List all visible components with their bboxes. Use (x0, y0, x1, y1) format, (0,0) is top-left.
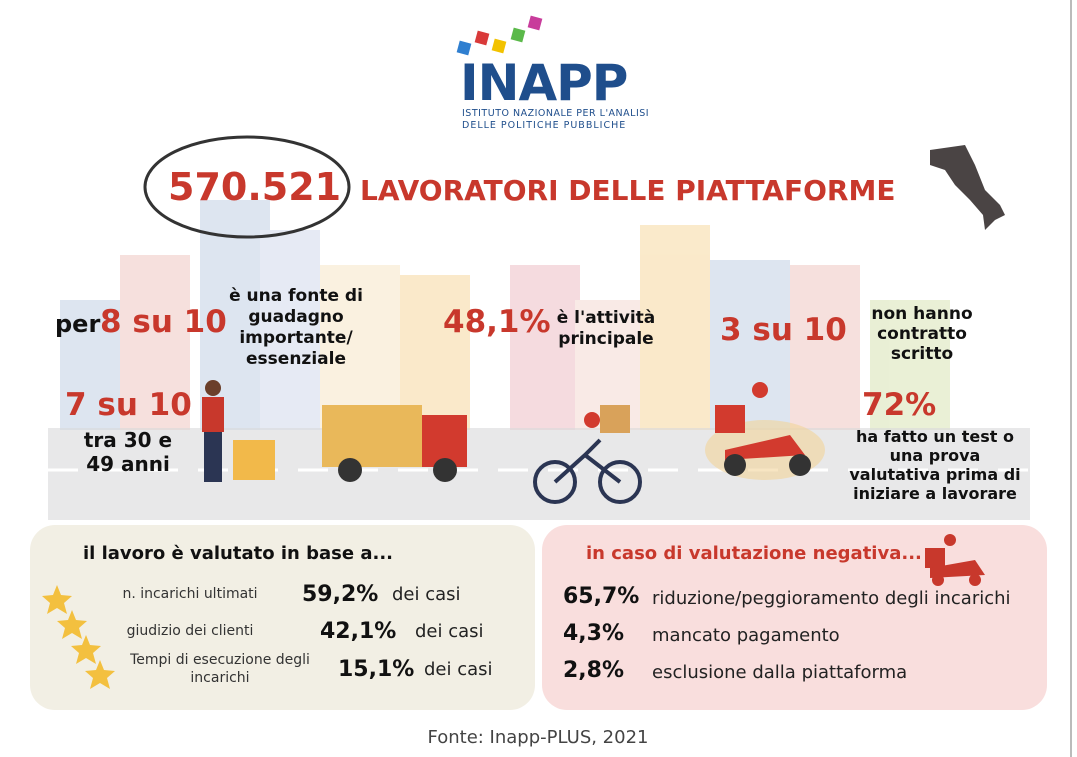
text-line: contratto (877, 324, 967, 344)
row-value: 65,7% (563, 584, 640, 609)
row-label: giudizio dei clienti (126, 623, 254, 639)
text-line: valutativa prima di (849, 465, 1021, 484)
stat-text: ha fatto un test o una prova valutativa pr… (849, 427, 1020, 503)
stat-value: 3 su 10 (720, 312, 847, 348)
stat-prefix: per (55, 310, 101, 338)
text-line: iniziare a lavorare (853, 484, 1017, 503)
text-line: principale (558, 329, 654, 349)
row-label: incarichi (190, 670, 250, 686)
text-line: tra 30 e (83, 428, 173, 452)
evaluation-panel (30, 525, 535, 710)
row-label: esclusione dalla piattaforma (652, 662, 908, 683)
row-label: riduzione/peggioramento degli incarichi (652, 588, 1011, 609)
text-line: importante/ (239, 328, 353, 348)
headline-number: 570.521 (168, 165, 342, 209)
row-label: mancato pagamento (652, 625, 840, 646)
stat-text: tra 30 e 49 anni (84, 428, 172, 476)
row-label: n. incarichi ultimati (122, 586, 258, 602)
row-value: 15,1% (338, 657, 415, 682)
panel-title: in caso di valutazione negativa... (586, 543, 922, 564)
row-value: 4,3% (563, 621, 625, 646)
row-value: 59,2% (302, 582, 379, 607)
stat-text: è l'attività principale (557, 308, 656, 350)
logo-subtitle: DELLE POLITICHE PUBBLICHE (462, 120, 627, 131)
text-line: ha fatto un test o (856, 427, 1014, 446)
row-label: Tempi di esecuzione degli (130, 652, 310, 668)
row-value: 2,8% (563, 658, 625, 683)
stat-value: 7 su 10 (65, 387, 192, 423)
text-line: essenziale (246, 349, 346, 369)
negative-panel (542, 525, 1047, 710)
text-line: è l'attività (556, 308, 656, 328)
text-line: 49 anni (86, 452, 170, 476)
truck (322, 405, 467, 482)
row-suffix: dei casi (392, 584, 461, 605)
stat-text: non hanno contratto scritto (871, 304, 972, 364)
italy-map (930, 145, 1005, 230)
row-suffix: dei casi (415, 621, 484, 642)
stat-text: è una fonte di guadagno importante/essenzi… (229, 286, 363, 370)
logo-subtitle: ISTITUTO NAZIONALE PER L'ANALISI (462, 108, 650, 119)
worker (202, 380, 275, 482)
logo-name: INAPP (460, 54, 628, 112)
stars (42, 585, 115, 689)
scooter (705, 382, 825, 480)
headline-text: LAVORATORI DELLE PIATTAFORME (360, 174, 896, 207)
panel-title: il lavoro è valutato in base a... (83, 543, 393, 564)
stat-value: 8 su 10 (100, 304, 227, 340)
scooter-icon (925, 534, 985, 586)
text-line: una prova (889, 446, 981, 465)
stat-value: 72% (862, 387, 937, 423)
text-line: guadagno (248, 307, 344, 327)
logo-cubes (456, 15, 543, 56)
stat-value: 48,1% (443, 304, 551, 340)
bike (533, 405, 642, 504)
row-suffix: dei casi (424, 659, 493, 680)
city (60, 200, 950, 430)
text-line: è una fonte di (229, 286, 363, 306)
text-line: non hanno (871, 304, 973, 324)
text-line: scritto (890, 344, 954, 364)
row-value: 42,1% (320, 619, 397, 644)
headline-circle (143, 135, 351, 239)
source: Fonte: Inapp-PLUS, 2021 (427, 727, 649, 748)
